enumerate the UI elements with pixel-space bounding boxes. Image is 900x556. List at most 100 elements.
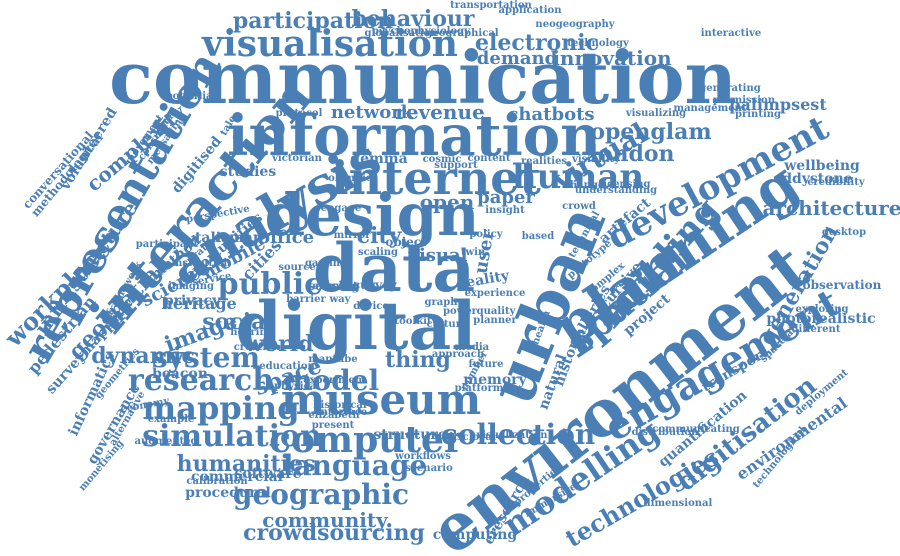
word-collection: collection <box>440 418 596 451</box>
word-imaging: imaging <box>168 281 214 292</box>
word-observation: observation <box>802 278 882 292</box>
word-disclosure: disclosure <box>446 432 504 443</box>
word-application: application <box>498 5 562 16</box>
word-innovation: innovation <box>552 46 672 70</box>
word-source: source <box>278 262 316 273</box>
word-insight: insight <box>485 205 525 216</box>
word-gaming: gaming <box>304 258 348 269</box>
word-experiment: experiment <box>303 375 367 386</box>
word-present: present <box>311 420 355 431</box>
word-visualizing: visualizing <box>625 108 687 119</box>
word-computer: computer <box>269 419 463 461</box>
word-revenue: revenue <box>395 100 485 124</box>
word-humanities: humanities <box>176 451 316 477</box>
word-paper: paper <box>477 187 535 208</box>
word-participant: participant <box>135 239 199 250</box>
word-protocol: protocol <box>275 108 323 119</box>
word-survey: survey <box>353 278 397 292</box>
word-thing: thing <box>385 347 451 373</box>
word-digital: digital <box>235 287 477 365</box>
word-participation: participation <box>232 8 394 34</box>
word-software: software <box>234 466 302 482</box>
word-example: example <box>147 414 195 425</box>
word-geographic: geographic <box>232 478 410 511</box>
word-city: city <box>356 223 402 249</box>
word-chatbots: chatbots <box>507 104 595 125</box>
word-workflows: workflows <box>395 451 451 462</box>
word-heritage: heritage <box>161 294 237 313</box>
word-realities: realities <box>520 156 568 167</box>
word-privacy: privacy <box>163 293 221 309</box>
word-victorian: victorian <box>272 153 322 164</box>
word-way: way <box>329 294 351 305</box>
word-research: research <box>127 363 275 398</box>
word-beacon: beacon <box>152 366 208 382</box>
word-crowdsourcing: crowdsourcing <box>243 520 425 546</box>
word-historical: historical <box>313 400 367 411</box>
word-commercial: commercial <box>190 469 284 485</box>
word-openglam: openglam <box>590 119 712 145</box>
word-procedural: procedural <box>185 485 271 501</box>
word-scaling: scaling <box>357 247 399 258</box>
word-information: information <box>227 103 601 169</box>
word-london: london <box>589 141 675 167</box>
word-media: media <box>454 342 490 353</box>
word-communication: communication <box>109 35 737 120</box>
word-globalisation: globalisation <box>364 28 438 39</box>
word-world: world <box>244 331 314 357</box>
word-psychophysiology: psychophysiology <box>372 26 470 37</box>
word-maptube: maptube <box>308 354 358 365</box>
word-data: data <box>312 229 476 307</box>
word-memory: memory <box>463 372 527 388</box>
word-geographical: geographical <box>425 28 499 39</box>
word-dimensional: dimensional <box>643 498 713 509</box>
word-network: network <box>330 102 414 123</box>
word-sensing: sensing <box>308 279 360 293</box>
word-photorealistic: photorealistic <box>766 311 876 327</box>
word-calibration: calibration <box>186 476 248 487</box>
word-device: device <box>353 301 389 312</box>
word-licensing: licensing <box>599 179 651 190</box>
word-eddystone: eddystone <box>773 171 853 187</box>
word-olympic: olympic <box>328 173 372 184</box>
word-simulation: simulation <box>142 419 322 454</box>
word-toolkit: toolkit <box>394 316 432 327</box>
word-content: content <box>467 153 511 164</box>
word-object: object <box>385 235 427 249</box>
word-elizabeth: elizabeth <box>308 410 360 421</box>
word-visibility: visibility <box>572 154 620 165</box>
word-approach: approach <box>431 349 485 360</box>
word-physical: physical <box>274 381 320 392</box>
word-printing: printing <box>734 109 782 120</box>
word-support: support <box>434 160 478 171</box>
word-interface: interface <box>316 407 368 418</box>
word-office: office <box>257 227 315 248</box>
word-distribution: distribution <box>631 427 699 438</box>
word-dynamic: dynamic <box>91 343 195 369</box>
word-understanding: understanding <box>574 185 658 196</box>
word-visual: visual <box>408 245 468 266</box>
word-based: based <box>521 231 555 242</box>
word-open: open <box>419 190 475 214</box>
word-institution: institution <box>171 258 231 269</box>
word-element: element <box>312 281 358 292</box>
word-mirror: mirror <box>333 230 371 241</box>
word-mapping: mapping <box>142 389 300 427</box>
word-scenario: scenario <box>405 463 453 474</box>
word-talisman: talisman <box>194 230 264 246</box>
word-human: human <box>511 157 645 197</box>
word-credibility: credibility <box>807 177 865 188</box>
word-palimpsest: palimpsest <box>729 95 827 114</box>
word-power: power <box>443 306 477 317</box>
word-potential: potential <box>165 91 217 102</box>
word-neogeography: neogeography <box>535 19 615 30</box>
word-education: education <box>259 361 315 372</box>
word-design: design <box>264 181 480 249</box>
word-studies: studies <box>219 164 277 180</box>
word-language: language <box>282 449 428 482</box>
word-crowd: crowd <box>562 201 596 212</box>
word-platform: platform <box>454 383 504 394</box>
word-exploring: exploring <box>795 304 849 315</box>
word-visualization: visualization <box>476 430 548 441</box>
